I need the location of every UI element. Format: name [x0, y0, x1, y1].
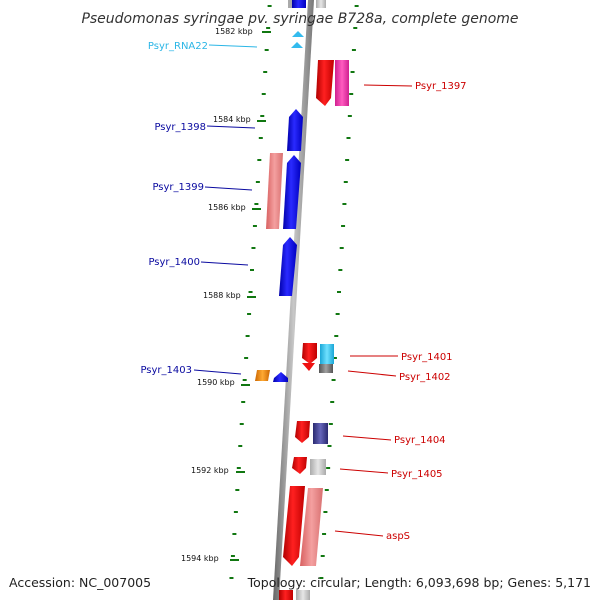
gene-asps[interactable] [300, 488, 323, 566]
kbp-label-1586: 1586 kbp [208, 203, 246, 212]
label-psyr-1402[interactable]: Psyr_1402 [399, 372, 451, 383]
label-psyr-1403[interactable]: Psyr_1403 [140, 365, 192, 376]
gene-psyr-1405[interactable] [310, 459, 326, 475]
gene-bottom-red [279, 590, 293, 600]
kbp-label-1590: 1590 kbp [197, 378, 235, 387]
gene-psyr-rna22-b[interactable] [291, 42, 303, 48]
gene-psyr-1404[interactable] [313, 423, 328, 444]
gene-psyr-1399-salmon[interactable] [266, 153, 283, 229]
label-psyr-1399[interactable]: Psyr_1399 [152, 182, 204, 193]
kbp-label-1588: 1588 kbp [203, 291, 241, 300]
gene-psyr-1397-pink[interactable] [335, 60, 349, 106]
gene-psyr-1405-red[interactable] [292, 457, 307, 474]
gene-top-gray [288, 0, 292, 8]
kbp-scale: 1582 kbp 1584 kbp 1586 kbp 1588 kbp 1590… [181, 27, 271, 563]
gene-psyr-1399[interactable] [283, 155, 301, 229]
map-title: Pseudomonas syringae pv. syringae B728a,… [81, 11, 518, 27]
gene-psyr-1402[interactable] [319, 364, 333, 373]
gene-psyr-1403-blue[interactable] [273, 372, 288, 382]
kbp-label-1584: 1584 kbp [213, 115, 251, 124]
gene-psyr-1397[interactable] [316, 60, 334, 106]
label-psyr-1400[interactable]: Psyr_1400 [148, 257, 200, 268]
gene-psyr-1401-red-small[interactable] [302, 363, 315, 371]
accession-text: Accession: NC_007005 [9, 575, 151, 590]
gene-asps-red[interactable] [283, 486, 305, 566]
label-psyr-1404[interactable]: Psyr_1404 [394, 435, 446, 446]
kbp-label-1582: 1582 kbp [215, 27, 253, 36]
gene-psyr-1401[interactable] [320, 344, 334, 364]
genes [255, 0, 349, 600]
genome-summary-text: Topology: circular; Length: 6,093,698 bp… [247, 575, 591, 590]
leader-lines [193, 44, 413, 537]
gene-psyr-1400[interactable] [279, 237, 297, 296]
label-psyr-1398[interactable]: Psyr_1398 [154, 122, 206, 133]
gene-bottom-light [296, 590, 310, 600]
label-psyr-1401[interactable]: Psyr_1401 [401, 352, 453, 363]
label-asps[interactable]: aspS [386, 531, 410, 542]
gene-top-right-gray [316, 0, 326, 8]
kbp-label-1592: 1592 kbp [191, 466, 229, 475]
genome-backbone [273, 0, 314, 600]
label-psyr-1405[interactable]: Psyr_1405 [391, 469, 443, 480]
gene-psyr-1404-red[interactable] [295, 421, 310, 443]
gene-psyr-1398[interactable] [287, 109, 303, 151]
gene-top-blue [292, 0, 306, 8]
label-psyr-1397[interactable]: Psyr_1397 [415, 81, 467, 92]
kbp-label-1594: 1594 kbp [181, 554, 219, 563]
label-psyr-rna22[interactable]: Psyr_RNA22 [148, 41, 208, 52]
gene-psyr-1401-red[interactable] [302, 343, 317, 364]
tick-rails [229, 5, 359, 579]
gene-psyr-1403[interactable] [255, 370, 270, 381]
gene-psyr-rna22-a[interactable] [292, 31, 304, 37]
gene-labels: Psyr_RNA22 Psyr_1397 Psyr_1398 Psyr_1399… [140, 41, 466, 542]
